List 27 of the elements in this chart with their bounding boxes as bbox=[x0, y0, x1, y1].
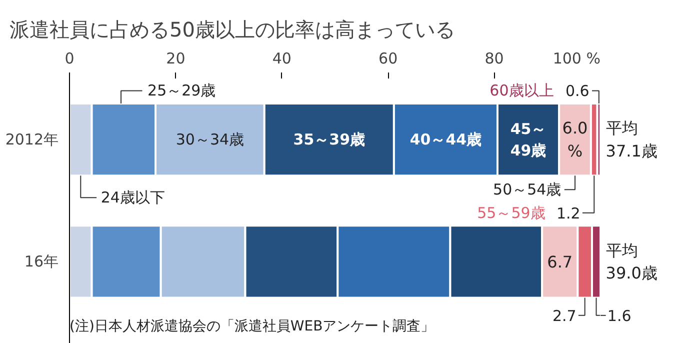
y-tick-label: 16年 bbox=[24, 252, 59, 271]
series-label: 40～44歳 bbox=[410, 130, 482, 149]
series-label: 24歳以下 bbox=[100, 188, 165, 207]
x-tick-label: 20 bbox=[166, 50, 186, 68]
x-tick-label: 60 bbox=[378, 50, 398, 68]
data-label: 6.0 % bbox=[562, 118, 588, 160]
chart-title: 派遣社員に占める50歳以上の比率は高まっている bbox=[10, 18, 455, 42]
series-label: 45～49歳 bbox=[510, 120, 546, 160]
data-label: 1.6 bbox=[607, 306, 632, 325]
x-tick-label: 100 % bbox=[552, 50, 601, 68]
series-label: 30～34歳 bbox=[176, 130, 244, 149]
text: 55～59歳 bbox=[477, 204, 546, 222]
text: 60歳以上 bbox=[490, 82, 554, 100]
x-tick-label: 40 bbox=[272, 50, 292, 68]
series-label: 50～54歳 bbox=[493, 180, 562, 199]
y-tick-label: 2012年 bbox=[5, 130, 59, 149]
annotation: (注)日本人材派遣協会の「派遣社員WEBアンケート調査」 bbox=[70, 318, 435, 334]
text: 平均 37.1歳 bbox=[606, 118, 658, 160]
data-label: 2.7 bbox=[552, 306, 576, 325]
data-label: 1.2 bbox=[556, 204, 580, 222]
x-tick-label: 0 bbox=[64, 50, 74, 68]
series-label: 25～29歳 bbox=[148, 82, 216, 100]
data-label: 6.7 bbox=[547, 252, 573, 272]
data-label: 0.6 bbox=[565, 82, 590, 100]
series-label: 35～39歳 bbox=[293, 130, 366, 149]
x-tick-label: 80 bbox=[484, 50, 504, 68]
text: 平均 39.0歳 bbox=[606, 240, 658, 283]
